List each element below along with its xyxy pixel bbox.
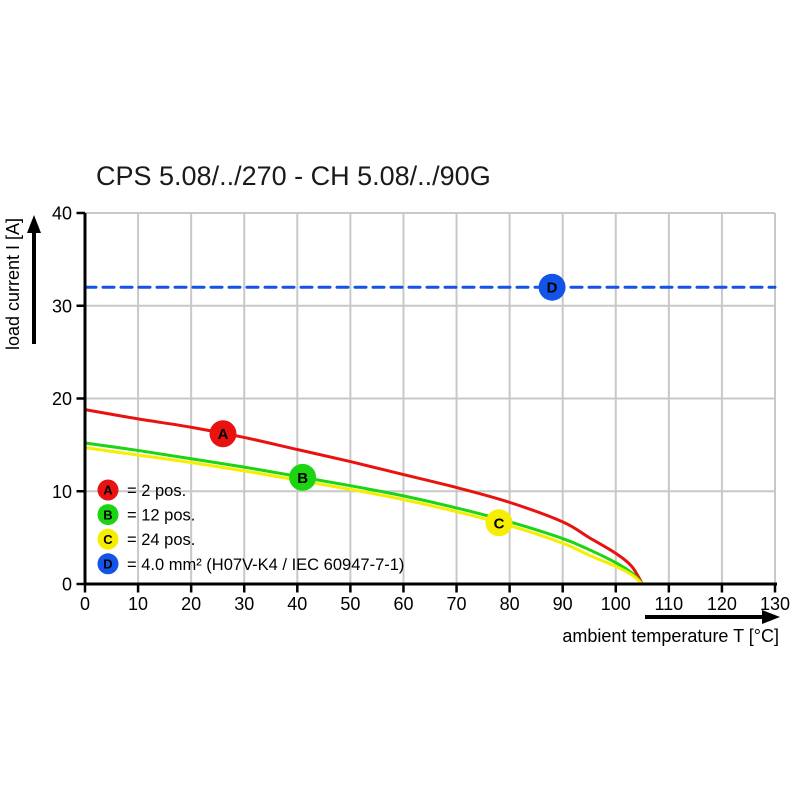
legend-item-C: C = 24 pos. (97, 528, 195, 550)
legend-label: = 24 pos. (127, 531, 195, 549)
y-tick-label: 30 (52, 296, 72, 316)
legend-swatch-C (97, 528, 119, 550)
x-tick-label: 130 (760, 594, 790, 614)
grid-lines (85, 212, 776, 584)
data-series (83, 285, 777, 586)
x-axis-label: ambient temperature T [°C] (562, 626, 779, 646)
x-tick-label: 120 (707, 594, 737, 614)
legend-label: = 4.0 mm² (H07V-K4 / IEC 60947-7-1) (127, 556, 404, 574)
y-tick-label: 20 (52, 389, 72, 409)
legend-letter: C (103, 532, 113, 547)
marker-letter: A (218, 426, 229, 443)
x-tick-label: 20 (181, 594, 201, 614)
legend-item-A: A = 2 pos. (97, 479, 186, 501)
x-tick-label: 10 (128, 594, 148, 614)
marker-letter: B (297, 470, 308, 487)
x-tick-label: 70 (447, 594, 467, 614)
y-tick-label: 40 (52, 204, 72, 224)
legend-letter: D (103, 557, 112, 572)
curve-markers: A B C D (209, 273, 566, 537)
x-tick-label: 90 (553, 594, 573, 614)
curve-marker-A: A (209, 420, 237, 448)
marker-letter: C (494, 515, 505, 532)
legend-swatch-B (97, 504, 119, 526)
legend-label: = 2 pos. (127, 482, 186, 500)
marker-circle (538, 273, 566, 301)
y-tick-label: 10 (52, 482, 72, 502)
marker-letter: D (547, 280, 558, 297)
x-tick-label: 80 (500, 594, 520, 614)
x-axis-title-group: ambient temperature T [°C] (562, 610, 780, 646)
curve-marker-D: D (538, 273, 566, 301)
x-tick-label: 30 (234, 594, 254, 614)
chart-title: CPS 5.08/../270 - CH 5.08/../90G (96, 161, 491, 191)
curve-marker-B: B (289, 463, 317, 491)
marker-circle (289, 463, 317, 491)
x-tick-label: 60 (393, 594, 413, 614)
legend-swatch-D (97, 553, 119, 575)
x-tick-label: 50 (340, 594, 360, 614)
legend-letter: B (103, 507, 112, 522)
y-axis-label: load current I [A] (3, 218, 23, 350)
x-tick-label: 110 (654, 594, 683, 614)
x-tick-label: 40 (287, 594, 307, 614)
tick-labels: 0 10 20 30 40 50 60 70 80 90 100 110 120 130 0 10 20 30 40 (52, 204, 790, 615)
legend-letter: A (103, 483, 113, 498)
legend: A = 2 pos. B = 12 pos. C = 24 pos. D = 4.0 mm² … (97, 479, 404, 575)
legend-item-D: D = 4.0 mm² (H07V-K4 / IEC 60947-7-1) (97, 553, 404, 575)
curve-B (83, 441, 644, 586)
marker-circle (485, 509, 513, 537)
legend-label: = 12 pos. (127, 507, 195, 525)
x-axis-arrow-icon (645, 610, 780, 624)
marker-circle (209, 420, 237, 448)
curve-A (83, 408, 644, 586)
x-tick-label: 100 (601, 594, 631, 614)
y-axis-arrow-icon (27, 215, 41, 344)
y-tick-label: 0 (62, 575, 72, 595)
x-tick-label: 0 (80, 594, 90, 614)
legend-item-B: B = 12 pos. (97, 504, 195, 526)
axes (76, 211, 777, 593)
curve-marker-C: C (485, 509, 513, 537)
legend-swatch-A (97, 479, 119, 501)
curve-C (83, 446, 644, 586)
y-axis-title-group: load current I [A] (3, 215, 41, 350)
